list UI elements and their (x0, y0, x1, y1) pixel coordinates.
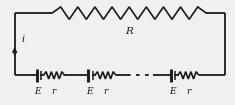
Text: R: R (125, 27, 133, 36)
Text: r: r (52, 87, 56, 96)
Text: E: E (35, 87, 41, 96)
Text: E: E (169, 87, 176, 96)
Text: E: E (86, 87, 93, 96)
Text: r: r (186, 87, 190, 96)
Text: i: i (22, 35, 25, 44)
Text: r: r (103, 87, 107, 96)
